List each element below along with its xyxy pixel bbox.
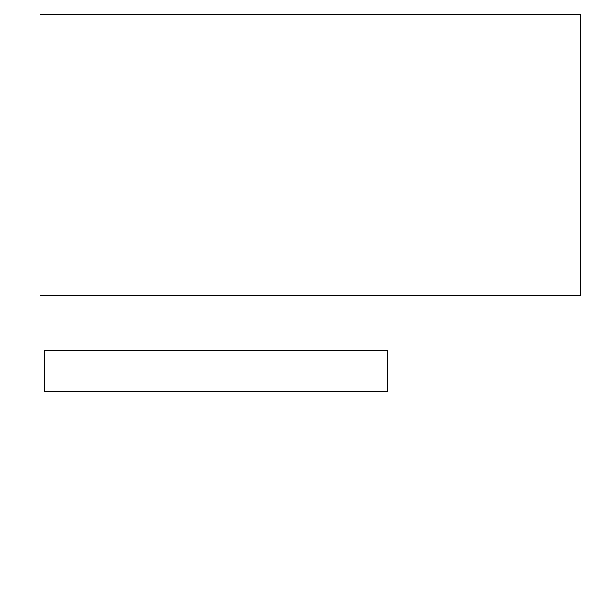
title-block: [0, 0, 600, 6]
legend-item-2: [51, 371, 381, 387]
plot-area: [40, 14, 581, 296]
chart: [40, 14, 600, 344]
x-axis: [40, 296, 580, 344]
legend-item-1: [51, 355, 381, 371]
legend: [44, 350, 388, 392]
line-series-svg: [40, 15, 580, 295]
y-axis: [0, 8, 38, 300]
